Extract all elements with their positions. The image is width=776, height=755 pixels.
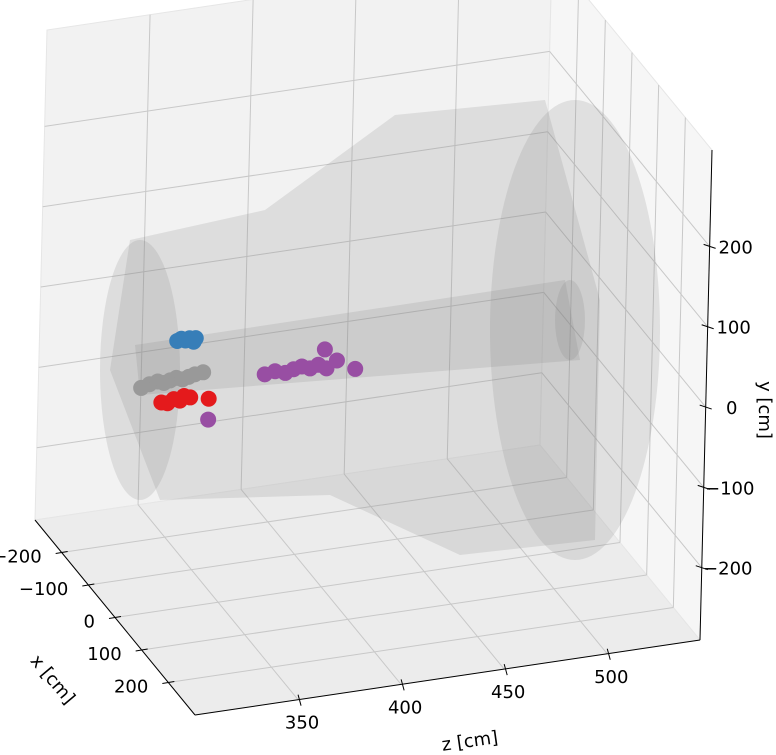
- z-tick-label: 350: [285, 713, 319, 734]
- y-tick-label: 100: [716, 318, 750, 339]
- marks: [133, 330, 364, 428]
- x-tick-label: −100: [19, 579, 68, 600]
- tick-mark: [297, 694, 302, 706]
- outer-start: [100, 240, 180, 500]
- y-axis-line: [699, 149, 713, 641]
- grid-line: [547, 131, 709, 328]
- z-tick-label: 400: [388, 697, 422, 718]
- grid-line: [114, 542, 621, 618]
- point: [316, 341, 333, 358]
- grid-line: [61, 477, 567, 553]
- grid-line: [566, 0, 579, 478]
- grid-line: [646, 84, 660, 576]
- inner-end: [555, 280, 585, 360]
- grid-line: [592, 19, 606, 511]
- x-tick-label: −200: [0, 547, 42, 568]
- grid-line: [168, 607, 674, 683]
- point: [195, 364, 212, 381]
- tick-mark: [606, 648, 611, 660]
- point: [200, 411, 217, 428]
- y-axis-label: y [cm]: [754, 381, 775, 439]
- grid-line: [38, 291, 544, 368]
- y-tick-label: −200: [703, 559, 752, 580]
- grid-line: [137, 504, 299, 701]
- grid-line: [141, 574, 647, 651]
- grid-line: [672, 117, 686, 608]
- grid-line: [549, 51, 711, 247]
- grid-line: [446, 0, 459, 459]
- grid-line: [541, 372, 703, 569]
- outer-body: [110, 100, 600, 555]
- grid-line: [40, 211, 546, 288]
- outer-end: [490, 100, 660, 560]
- x-tick-label: 100: [87, 644, 121, 665]
- grid-line: [343, 0, 357, 475]
- x-axis-label: x [cm]: [26, 651, 79, 709]
- z-axis-label: z [cm]: [440, 727, 499, 755]
- y-tick-label: 0: [726, 398, 737, 419]
- z-tick-label: 450: [491, 682, 525, 703]
- point: [182, 389, 199, 406]
- grid-line: [619, 52, 633, 543]
- grid-line: [240, 489, 402, 685]
- grid-line: [137, 14, 151, 505]
- grid-line: [42, 131, 548, 208]
- tick-mark: [503, 663, 508, 676]
- grid-line: [36, 372, 542, 449]
- grid-line: [545, 211, 707, 408]
- point: [347, 360, 364, 377]
- x-tick-label: 200: [114, 677, 148, 698]
- grid-line: [446, 458, 608, 655]
- y-tick-label: 200: [718, 237, 752, 258]
- grid-line: [88, 509, 594, 586]
- grid-line: [343, 473, 505, 670]
- z-axis-line: [194, 639, 701, 716]
- grid-line: [44, 50, 550, 127]
- x-tick-label: 0: [84, 612, 95, 633]
- z-tick-label: 500: [594, 667, 628, 688]
- point: [187, 330, 204, 347]
- grid-line: [240, 0, 254, 490]
- inner-cone: [135, 280, 580, 395]
- point: [200, 390, 217, 407]
- grid-line: [543, 292, 705, 488]
- x-axis-line: [34, 519, 196, 716]
- tick-mark: [400, 679, 405, 691]
- point: [328, 352, 345, 369]
- detector-shapes: [100, 100, 660, 560]
- y-tick-label: −100: [705, 478, 754, 499]
